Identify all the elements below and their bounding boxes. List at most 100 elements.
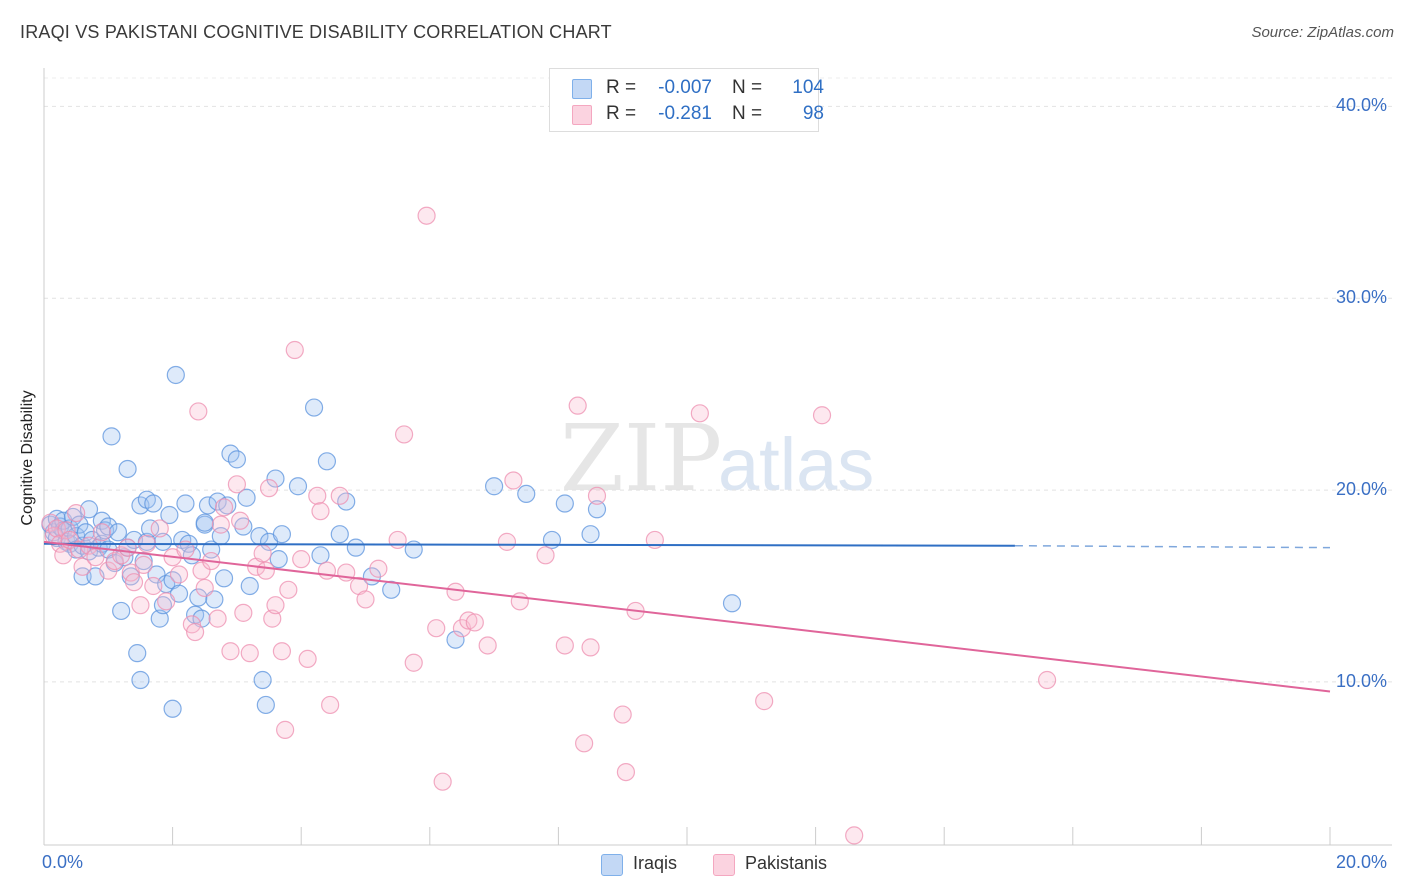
- legend-n-value: 98: [802, 103, 824, 124]
- y-tick-label: 40.0%: [1336, 95, 1388, 116]
- data-point: [845, 826, 864, 845]
- data-point: [57, 521, 76, 540]
- data-point: [263, 609, 282, 628]
- data-point: [581, 638, 600, 657]
- data-point: [214, 498, 234, 517]
- data-point: [259, 479, 279, 498]
- data-point: [189, 588, 208, 607]
- data-point: [240, 644, 259, 663]
- data-point: [227, 450, 246, 469]
- data-point: [517, 484, 536, 504]
- data-point: [227, 475, 246, 494]
- data-point: [169, 565, 189, 584]
- data-point: [128, 644, 147, 663]
- data-point: [575, 734, 594, 753]
- data-point: [150, 519, 169, 538]
- x-tick-label-min: 0.0%: [42, 852, 84, 872]
- data-point: [276, 720, 295, 739]
- data-point: [92, 523, 111, 542]
- data-point: [465, 613, 484, 632]
- data-point: [272, 525, 292, 544]
- data-point: [478, 636, 497, 655]
- data-point: [356, 590, 375, 609]
- data-point: [459, 611, 478, 630]
- data-point: [427, 619, 446, 638]
- data-point: [253, 670, 272, 690]
- data-point: [67, 503, 86, 523]
- data-point: [542, 530, 562, 550]
- data-point: [121, 567, 140, 586]
- data-point: [266, 596, 285, 615]
- data-point: [417, 206, 436, 225]
- data-point: [317, 452, 337, 471]
- data-point: [812, 406, 832, 425]
- data-point: [54, 546, 73, 565]
- data-point: [144, 576, 163, 596]
- legend-label-iraqis: Iraqis: [633, 853, 678, 873]
- data-point: [108, 523, 128, 542]
- data-point: [166, 365, 185, 385]
- data-point: [587, 500, 607, 519]
- data-point: [616, 762, 636, 782]
- data-point: [298, 649, 317, 669]
- legend-swatch-iraqis: [572, 79, 592, 99]
- data-point: [221, 642, 240, 661]
- data-point: [195, 578, 214, 598]
- data-point: [613, 705, 632, 724]
- data-point: [144, 494, 163, 513]
- data-point: [555, 494, 574, 513]
- data-point: [690, 404, 709, 423]
- data-point: [86, 548, 105, 567]
- legend-swatch-iraqis: [601, 854, 623, 876]
- data-point: [160, 505, 179, 525]
- data-point: [208, 609, 227, 628]
- watermark-zip: ZIP: [560, 405, 722, 512]
- zipatlas-watermark: ZIP atlas: [560, 405, 874, 512]
- data-point: [317, 561, 337, 580]
- legend-r-value: -0.007: [658, 77, 712, 98]
- data-point: [388, 530, 407, 550]
- watermark-atlas: atlas: [718, 423, 874, 506]
- legend-n-label: N =: [732, 77, 763, 98]
- data-point: [256, 695, 275, 715]
- data-point: [311, 502, 330, 521]
- data-point: [510, 592, 529, 611]
- data-point: [256, 561, 275, 580]
- data-point: [253, 544, 272, 563]
- legend-label-pakistanis: Pakistanis: [745, 853, 828, 873]
- data-point: [722, 594, 742, 613]
- data-point: [99, 561, 118, 580]
- data-point: [131, 670, 150, 690]
- chart-title: IRAQI VS PAKISTANI COGNITIVE DISABILITY …: [20, 22, 612, 42]
- data-point: [285, 340, 304, 360]
- data-point: [330, 486, 349, 505]
- data-point: [153, 532, 173, 551]
- data-point: [330, 525, 349, 544]
- y-tick-label: 30.0%: [1336, 287, 1388, 308]
- data-point: [73, 557, 92, 576]
- data-point: [118, 459, 137, 479]
- data-point: [234, 517, 253, 536]
- data-point: [240, 576, 259, 596]
- data-point: [147, 565, 166, 584]
- data-point: [157, 592, 176, 611]
- data-point: [394, 425, 414, 444]
- data-point: [102, 427, 121, 446]
- data-point: [369, 559, 388, 578]
- data-point: [568, 396, 587, 415]
- data-point: [192, 561, 211, 580]
- data-point: [485, 477, 504, 496]
- data-point: [346, 538, 365, 557]
- data-point: [231, 511, 250, 530]
- data-point: [536, 546, 555, 565]
- data-point: [404, 653, 423, 672]
- data-point: [292, 550, 311, 569]
- data-point: [163, 699, 182, 718]
- legend-r-value: -0.281: [658, 103, 712, 124]
- legend-n-label: N =: [732, 103, 763, 124]
- trend-line-iraqis: [43, 542, 1015, 547]
- data-point: [218, 496, 237, 515]
- data-point: [124, 573, 144, 592]
- x-tick-label-max: 20.0%: [1336, 852, 1388, 872]
